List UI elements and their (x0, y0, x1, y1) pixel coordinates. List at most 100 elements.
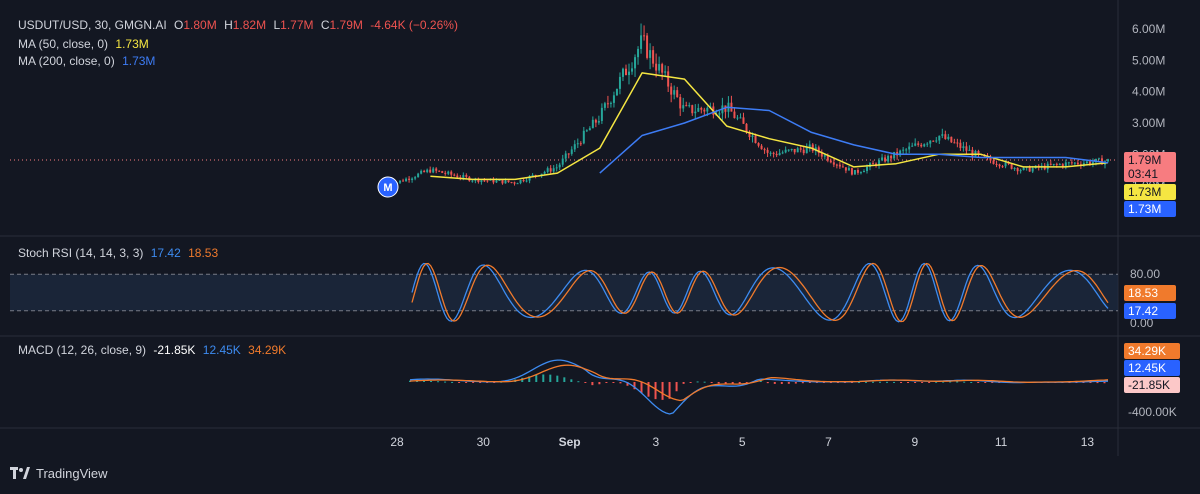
candle-body (606, 103, 609, 105)
candle-body (465, 175, 468, 177)
candle-body (609, 102, 612, 104)
candle-body (793, 148, 796, 153)
candle-body (739, 117, 742, 119)
stoch-legend[interactable]: Stoch RSI (14, 14, 3, 3) 17.42 18.53 (18, 246, 222, 260)
macd-histogram-bar (654, 382, 657, 400)
macd-histogram-bar (563, 377, 566, 382)
candle-body (977, 151, 980, 155)
symbol-label[interactable]: USDUT/USD, 30, GMGN.AI (18, 18, 167, 32)
time-tick-label: 30 (477, 435, 491, 449)
time-tick-label: 13 (1081, 435, 1095, 449)
macd-legend[interactable]: MACD (12, 26, close, 9) -21.85K 12.45K 3… (18, 343, 290, 357)
macd-histogram-bar (984, 382, 987, 383)
candle-body (603, 103, 606, 108)
candle-body (805, 147, 808, 154)
candle-body (733, 111, 736, 119)
candle-body (640, 35, 643, 49)
candle-body (956, 142, 959, 144)
macd-histogram-bar (956, 381, 959, 383)
macd-histogram-bar (949, 381, 952, 383)
candle-body (658, 64, 661, 71)
candle-body (435, 168, 438, 171)
candle-body (935, 140, 938, 142)
last-price-value: 1.79M (1128, 153, 1162, 167)
macd-histogram-bar (472, 382, 475, 383)
candle-body (453, 174, 456, 176)
macd-histogram-bar (570, 379, 573, 382)
candle-body (688, 105, 691, 107)
candle-body (567, 153, 570, 155)
candle-body (1067, 162, 1070, 164)
candle-body (938, 135, 941, 141)
candle-body (673, 90, 676, 95)
candle-body (799, 148, 802, 150)
macd-histogram-bar (935, 381, 938, 383)
last-price-tag: 1.79M 03:41 (1124, 152, 1176, 182)
candle-body (510, 182, 513, 184)
macd-histogram-bar (675, 382, 678, 392)
macd-histogram-bar (640, 382, 643, 394)
time-tick-label: 7 (825, 435, 832, 449)
macd-histogram-bar (780, 382, 783, 384)
candle-body (492, 178, 495, 183)
candle-body (923, 144, 926, 147)
candle-body (423, 170, 426, 173)
candle-body (1064, 162, 1067, 167)
candle-body (872, 163, 875, 165)
candle-body (631, 68, 634, 72)
ma50-price-tag: 1.73M (1124, 184, 1176, 200)
macd-histogram-bar (661, 382, 664, 400)
candle-body (525, 180, 528, 182)
countdown-value: 03:41 (1128, 167, 1159, 181)
candle-body (796, 148, 799, 153)
candle-body (838, 164, 841, 167)
price-tick-label: 5.00M (1132, 53, 1165, 67)
stoch-tick-label: 80.00 (1130, 267, 1160, 281)
macd-histogram-bar (794, 382, 797, 384)
macd-value: 12.45K (202, 343, 241, 357)
candle-body (905, 149, 908, 151)
candle-body (447, 171, 450, 174)
candle-body (477, 178, 480, 183)
candle-body (661, 64, 664, 73)
candle-body (1016, 168, 1019, 172)
candle-body (902, 149, 905, 151)
macd-histogram-bar (1096, 382, 1099, 384)
candle-body (784, 149, 787, 153)
macd-histogram-bar (689, 382, 692, 383)
candle-body (811, 144, 814, 152)
candle-body (682, 105, 685, 109)
candle-body (706, 107, 709, 112)
macd-signal-tag: 34.29K (1124, 343, 1180, 359)
macd-histogram-bar (970, 381, 973, 383)
macd-histogram-bar (857, 381, 860, 383)
candle-body (528, 176, 531, 181)
macd-histogram-bar (864, 381, 867, 383)
candle-body (826, 155, 829, 161)
ma200-legend[interactable]: MA (200, close, 0) 1.73M (18, 54, 159, 68)
candle-body (561, 158, 564, 165)
candle-body (594, 119, 597, 123)
macd-histogram-bar (542, 374, 545, 382)
candle-body (1076, 162, 1079, 165)
macd-histogram-bar (647, 382, 650, 397)
ma50-legend[interactable]: MA (50, close, 0) 1.73M (18, 37, 153, 51)
candle-body (748, 131, 751, 137)
footer-brand[interactable]: TradingView (10, 466, 108, 481)
macd-hist-tag: -21.85K (1124, 377, 1180, 393)
macd-histogram-bar (914, 382, 917, 383)
macd-histogram-bar (486, 382, 489, 383)
candle-body (531, 174, 534, 177)
candle-body (781, 152, 784, 154)
candle-body (835, 164, 838, 166)
candle-body (462, 175, 465, 178)
candle-body (893, 151, 896, 159)
candle-body (1022, 167, 1025, 171)
candle-body (769, 152, 772, 154)
macd-histogram-bar (801, 382, 804, 384)
candle-body (884, 157, 887, 162)
macd-histogram-bar (1089, 382, 1092, 383)
candle-body (414, 177, 417, 179)
candle-body (881, 157, 884, 161)
candle-body (989, 157, 992, 161)
